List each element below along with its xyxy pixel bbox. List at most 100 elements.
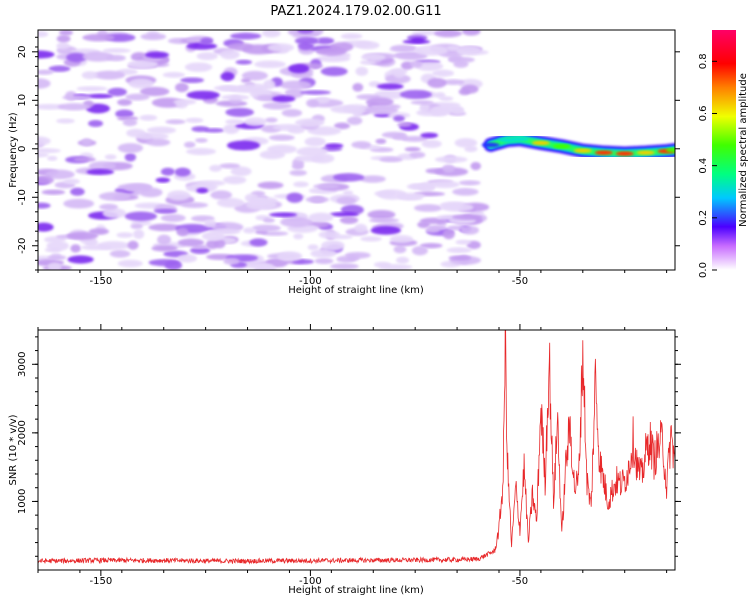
- spectrogram-noise-blob: [451, 214, 483, 220]
- spectrogram-noise-blob: [243, 227, 256, 234]
- spectrogram-noise-blob: [360, 60, 377, 65]
- spectrogram-noise-blob: [104, 33, 136, 42]
- spectrogram-noise-blob: [251, 224, 281, 232]
- spectrogram-noise-blob: [135, 132, 169, 141]
- spectrogram-noise-blob: [185, 117, 204, 123]
- snr-chart: -150 -100 -50 1000 2000 3000 Height of strai…: [8, 324, 681, 596]
- spectrogram-noise-blob: [157, 234, 172, 245]
- signal-track-point: [481, 142, 500, 148]
- spectrogram-noise-blob: [379, 156, 403, 163]
- spectrogram-noise-blob: [209, 164, 222, 172]
- x-tick-label: -100: [299, 576, 322, 587]
- spectrogram-noise-blob: [225, 107, 255, 117]
- spectrogram-noise-blob: [395, 256, 410, 264]
- signal-track-point: [573, 148, 592, 153]
- y-tick-label: -20: [17, 238, 28, 254]
- spectrogram-noise-blob: [346, 116, 363, 126]
- spectrogram-noise-blob: [294, 118, 325, 127]
- spectrogram-noise-blob: [385, 74, 411, 84]
- spectrogram-noise-blob: [127, 59, 158, 69]
- spectrogram-noise-blob: [196, 52, 218, 61]
- spectrogram-noise-blob: [176, 227, 189, 237]
- spectrogram-noise-blob: [117, 99, 133, 106]
- spectrogram-noise-blob: [244, 117, 267, 127]
- y-tick-label: 3000: [17, 352, 28, 377]
- spectrogram-noise-blob: [82, 33, 115, 42]
- spectrogram-noise-blob: [230, 32, 262, 40]
- spectrogram-noise-blob: [267, 43, 295, 52]
- spectrogram-noise-blob: [355, 66, 369, 76]
- spectrogram-noise-blob: [107, 87, 127, 97]
- spectrogram-noise-blob: [241, 70, 268, 81]
- x-tick-label: -50: [512, 576, 528, 587]
- spectrogram-noise-blob: [390, 44, 417, 52]
- spectrogram-noise-blob: [48, 65, 71, 72]
- spectrogram-noise-blob: [200, 37, 214, 45]
- spectrogram-noise-blob: [116, 232, 134, 238]
- spectrogram-noise-blob: [373, 261, 392, 268]
- spectrogram-noise-blob: [427, 77, 447, 89]
- spectrogram-noise-blob: [453, 60, 469, 68]
- spectrogram-noise-blob: [448, 54, 463, 63]
- spectrogram-noise-blob: [146, 138, 171, 147]
- spectrogram-noise-blob: [314, 257, 334, 265]
- spectrogram-noise-blob: [44, 247, 62, 253]
- colorbar-tick-label: 0.4: [698, 158, 709, 174]
- spectrogram-noise-layer: [38, 30, 490, 270]
- spectrogram-noise-blob: [368, 218, 400, 223]
- spectrogram-noise-blob: [289, 169, 307, 176]
- spectrogram-noise-blob: [174, 82, 189, 93]
- spectrogram-noise-blob: [448, 255, 472, 261]
- spectrogram-noise-blob: [329, 211, 359, 217]
- spectrogram-noise-blob: [411, 245, 428, 256]
- spectrogram-noise-blob: [117, 143, 144, 154]
- spectrogram-noise-blob: [180, 77, 205, 84]
- spectrogram-noise-blob: [393, 69, 405, 79]
- spectrogram-noise-blob: [470, 210, 485, 216]
- signal-track-point: [615, 151, 634, 156]
- spectrogram-noise-blob: [352, 107, 363, 118]
- spectrogram-noise-blob: [404, 146, 421, 152]
- spectrogram-noise-blob: [186, 90, 220, 100]
- spectrogram-noise-blob: [45, 169, 75, 180]
- y-tick-label: -10: [17, 189, 28, 205]
- spectrogram-noise-blob: [284, 88, 304, 99]
- spectrogram-noise-blob: [293, 181, 309, 188]
- spectrogram-noise-blob: [38, 69, 54, 75]
- spectrogram-noise-blob: [279, 80, 312, 90]
- spectrogram-noise-blob: [336, 196, 357, 205]
- spectrogram-noise-blob: [439, 96, 454, 101]
- spectrogram-noise-blob: [139, 86, 170, 97]
- spectrogram-noise-blob: [281, 108, 303, 117]
- spectrogram-noise-blob: [191, 126, 210, 132]
- spectrogram-noise-blob: [355, 41, 380, 50]
- spectrogram-noise-blob: [389, 235, 414, 243]
- spectrogram-noise-blob: [287, 126, 305, 134]
- spectrogram-signal-track: [481, 132, 675, 161]
- spectrogram-noise-blob: [392, 134, 409, 141]
- spectrogram-noise-blob: [354, 223, 368, 233]
- spectrogram-noise-blob: [305, 196, 330, 203]
- spectrogram-noise-blob: [286, 192, 304, 203]
- spectrogram-noise-blob: [230, 166, 252, 177]
- spectrogram-noise-blob: [219, 163, 241, 169]
- signal-track-point: [510, 136, 529, 142]
- spectrogram-noise-blob: [66, 52, 87, 63]
- spectrogram-noise-blob: [130, 223, 144, 229]
- spectrogram-noise-blob: [127, 240, 139, 250]
- spectrogram-noise-blob: [442, 228, 455, 240]
- spectrogram-noise-blob: [184, 62, 213, 72]
- spectrogram-noise-blob: [456, 46, 482, 55]
- spectrogram-noise-blob: [122, 118, 138, 127]
- spectrogram-noise-blob: [160, 167, 175, 176]
- spectrogram-noise-blob: [190, 247, 211, 254]
- snr-y-ticks: 1000 2000 3000: [17, 336, 681, 557]
- spectrogram-noise-blob: [225, 119, 244, 125]
- spectrogram-noise-blob: [38, 50, 55, 59]
- x-tick-label: -150: [90, 576, 113, 587]
- spectrogram-noise-blob: [175, 100, 188, 109]
- spectrogram-noise-blob: [186, 42, 218, 50]
- spectrogram-noise-blob: [393, 115, 405, 122]
- spectrogram-noise-blob: [375, 138, 387, 144]
- spectrogram-noise-blob: [124, 211, 158, 222]
